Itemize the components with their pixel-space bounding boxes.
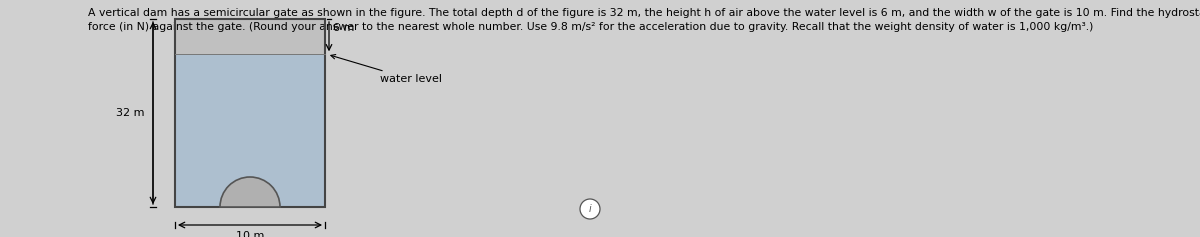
Bar [175, 19, 325, 54]
Circle shape [580, 199, 600, 219]
Text: 6 m: 6 m [334, 23, 354, 33]
Text: 32 m: 32 m [116, 108, 145, 118]
Wedge shape [220, 177, 280, 207]
Text: 10 m: 10 m [236, 231, 264, 237]
Text: A vertical dam has a semicircular gate as shown in the figure. The total depth d: A vertical dam has a semicircular gate a… [88, 8, 1200, 18]
Text: i: i [589, 204, 592, 214]
Bar [175, 19, 325, 207]
Bar [175, 54, 325, 207]
Text: force (in N) against the gate. (Round your answer to the nearest whole number. U: force (in N) against the gate. (Round yo… [88, 22, 1093, 32]
Text: water level: water level [331, 55, 442, 84]
